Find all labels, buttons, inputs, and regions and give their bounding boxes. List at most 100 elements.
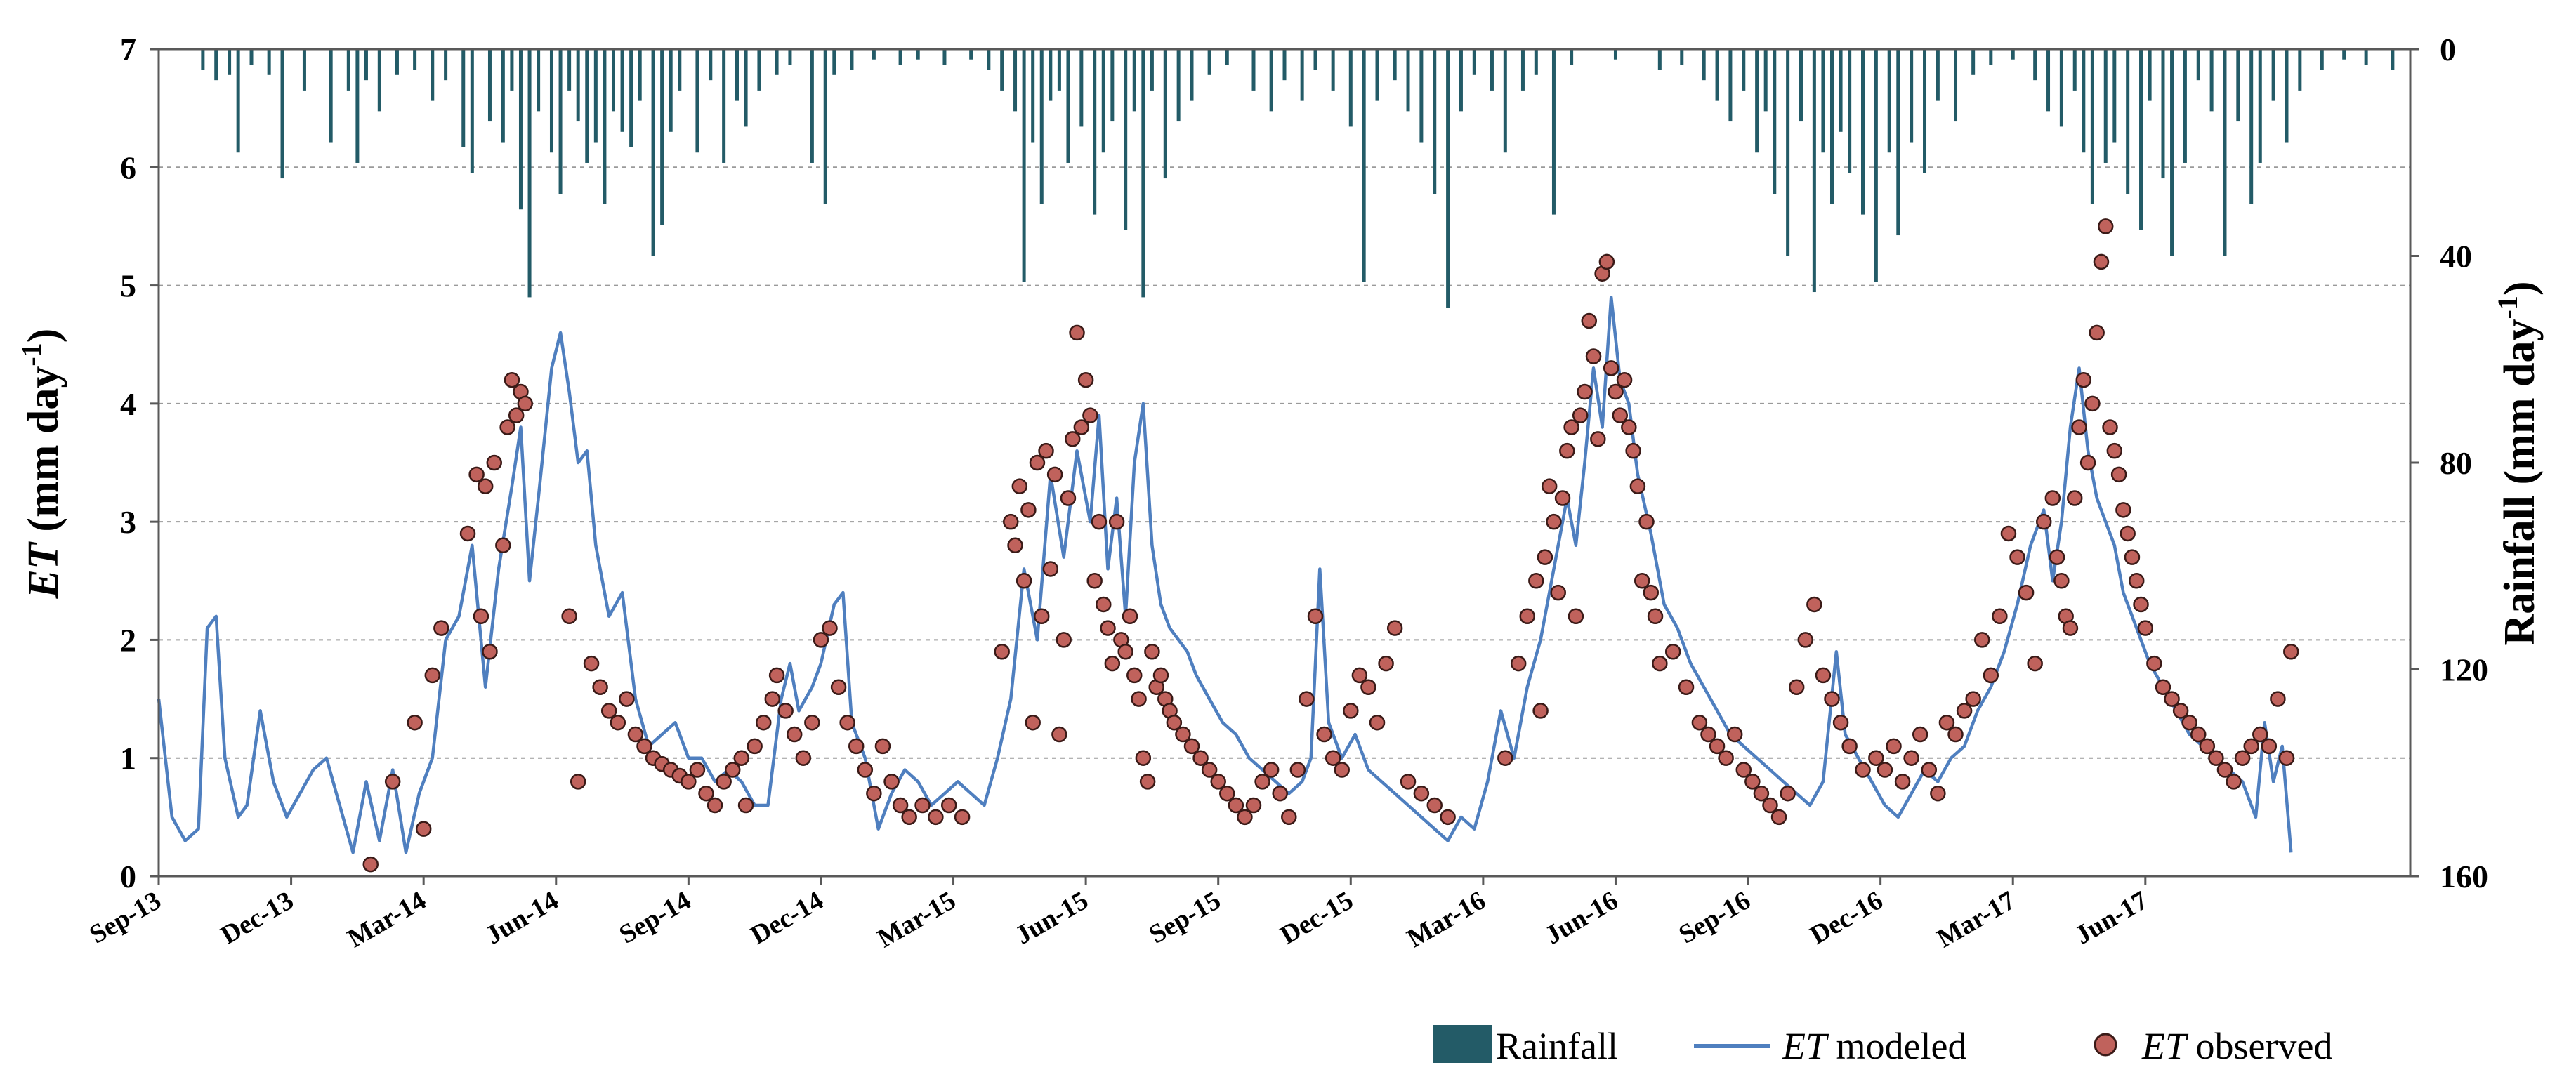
rainfall-bar-139 (2148, 49, 2152, 101)
et-observed-point-144 (1577, 383, 1593, 400)
et-observed-point-86 (1104, 655, 1121, 672)
et-observed-point-22 (600, 703, 617, 719)
rainfall-bar-7 (302, 49, 306, 91)
et-observed-point-4 (424, 667, 440, 684)
et-observed-point-239 (2270, 691, 2286, 707)
et-observed-point-186 (1894, 774, 1911, 790)
legend-modeled-label: ET modeled (1782, 1025, 1966, 1067)
rainfall-bar-12 (377, 49, 381, 112)
et-observed-point-165 (1700, 726, 1716, 743)
y-right-tick-label-4: 160 (2440, 859, 2488, 894)
et-observed-point-110 (1254, 774, 1270, 790)
et-observed-point-115 (1299, 691, 1315, 707)
et-observed-point-109 (1245, 797, 1262, 814)
rainfall-bar-73 (1150, 49, 1154, 91)
rainfall-bar-119 (1874, 49, 1878, 282)
rainfall-bar-141 (2170, 49, 2174, 256)
et-observed-point-182 (1855, 762, 1871, 778)
rainfall-bar-138 (2139, 49, 2143, 230)
et-observed-point-223 (2133, 596, 2149, 613)
et-observed-point-107 (1228, 797, 1244, 814)
et-observed-point-10 (495, 537, 511, 554)
et-observed-point-154 (1621, 419, 1637, 435)
et-observed-point-236 (2243, 738, 2259, 755)
et-observed-point-136 (1541, 478, 1558, 494)
et-observed-point-106 (1219, 785, 1235, 802)
et-observed-point-235 (2234, 750, 2251, 766)
legend-observed-label: ET observed (2141, 1025, 2332, 1067)
rainfall-bar-39 (678, 49, 682, 91)
et-observed-point-237 (2252, 726, 2268, 743)
x-tick-label-13: Dec-16 (1805, 885, 1888, 950)
x-tick-label-14: Mar-17 (1932, 885, 2020, 953)
et-observed-point-2 (407, 714, 423, 731)
et-observed-point-90 (1122, 608, 1138, 625)
rainfall-bar-76 (1190, 49, 1194, 101)
rainfall-bar-105 (1715, 49, 1719, 101)
rainfall-bar-1 (214, 49, 218, 81)
x-tick-label-3: Jun-14 (480, 885, 563, 950)
rainfall-bar-103 (1680, 49, 1684, 65)
et-observed-point-152 (1612, 407, 1629, 423)
rainfall-bar-133 (2082, 49, 2086, 153)
y-left-tick-label-5: 5 (120, 268, 136, 304)
et-observed-point-54 (874, 738, 891, 755)
et-observed-point-157 (1634, 573, 1650, 589)
y-left-tick-label-4: 4 (120, 386, 136, 422)
rainfall-bar-75 (1176, 49, 1181, 122)
rainfall-bar-6 (280, 49, 284, 179)
et-observed-point-226 (2155, 679, 2171, 695)
left-axis-ticks: 0 1 2 3 4 5 6 7 (120, 32, 159, 894)
et-observed-point-34 (707, 797, 723, 814)
rainfall-bar-63 (1049, 49, 1053, 101)
rainfall-bar-8 (329, 49, 333, 143)
et-observed-point-81 (1082, 407, 1098, 423)
et-observed-point-42 (768, 667, 785, 684)
et-observed-point-140 (1559, 442, 1575, 459)
rainfall-bar-142 (2183, 49, 2187, 163)
rainfall-bar-112 (1799, 49, 1803, 122)
et-observed-point-227 (2164, 691, 2180, 707)
et-observed-point-69 (1029, 454, 1046, 471)
rainfall-bar-127 (1989, 49, 1993, 65)
et-observed-point-65 (1011, 478, 1028, 494)
et-observed-point-119 (1334, 762, 1350, 778)
et-observed-point-161 (1652, 655, 1668, 672)
et-observed-point-183 (1868, 750, 1884, 766)
et-observed-point-193 (1956, 703, 1973, 719)
et-observed-point-150 (1603, 360, 1619, 376)
rainfall-bar-89 (1406, 49, 1410, 112)
et-observed-point-214 (2093, 253, 2110, 270)
rainfall-bar-43 (735, 49, 740, 101)
et-observed-point-73 (1046, 466, 1063, 483)
rainfall-bar-17 (461, 49, 466, 147)
et-observed-point-127 (1413, 785, 1430, 802)
rainfall-bar-121 (1896, 49, 1900, 236)
et-observed-point-59 (928, 809, 944, 826)
et-observed-point-104 (1201, 762, 1218, 778)
rainfall-bar-109 (1763, 49, 1768, 112)
x-tick-label-6: Mar-15 (872, 885, 961, 953)
rainfall-bar-122 (1910, 49, 1914, 143)
rainfall-bar-37 (660, 49, 664, 225)
et-observed-point-50 (839, 714, 855, 731)
rainfall-bar-91 (1433, 49, 1437, 194)
rainfall-bar-115 (1829, 49, 1834, 204)
et-observed-point-101 (1175, 726, 1191, 743)
y-right-tick-label-1: 40 (2440, 239, 2472, 275)
rainfall-bar-118 (1861, 49, 1865, 215)
et-observed-point-70 (1034, 608, 1050, 625)
et-observed-point-130 (1497, 750, 1513, 766)
rainfall-bar-124 (1936, 49, 1940, 101)
x-tick-label-15: Jun-17 (2070, 885, 2153, 950)
et-observed-point-231 (2199, 738, 2216, 755)
rainfall-bar-54 (916, 49, 920, 60)
et-observed-point-72 (1042, 561, 1059, 577)
et-observed-point-217 (2106, 442, 2123, 459)
rainfall-bar-11 (364, 49, 368, 81)
rainfall-bar-147 (2249, 49, 2254, 204)
et-observed-point-52 (857, 762, 874, 778)
et-observed-point-219 (2115, 502, 2131, 518)
et-observed-point-120 (1343, 703, 1359, 719)
